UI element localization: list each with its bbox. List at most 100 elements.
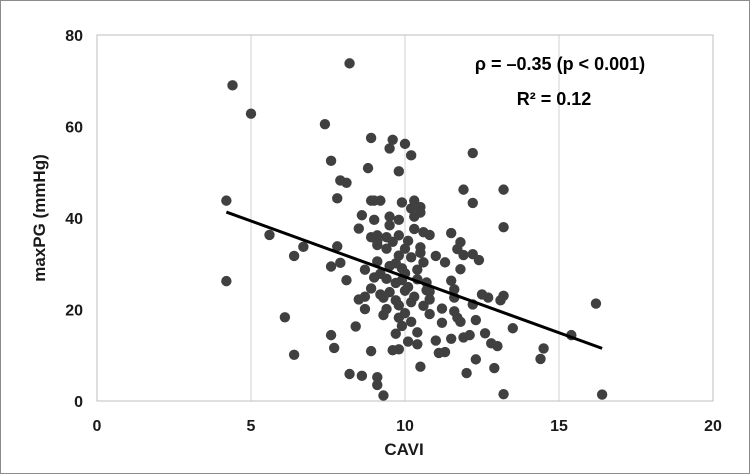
- data-point: [455, 316, 466, 328]
- data-point: [221, 195, 232, 206]
- data-point: [538, 343, 549, 354]
- data-point: [393, 166, 405, 177]
- data-point: [461, 367, 472, 379]
- data-point: [458, 249, 469, 261]
- data-point: [369, 214, 380, 226]
- data-point: [405, 252, 417, 263]
- data-point: [424, 294, 435, 305]
- x-tick-labels: 0 5 10 15 20: [93, 418, 722, 435]
- data-point: [590, 298, 602, 309]
- data-point: [319, 119, 331, 130]
- data-point: [402, 235, 414, 247]
- data-point: [245, 108, 257, 119]
- data-point: [335, 257, 346, 269]
- data-point: [381, 303, 392, 315]
- data-point: [467, 197, 478, 209]
- data-point: [402, 281, 414, 293]
- data-point: [430, 250, 441, 262]
- r-squared-annotation: R² = 0.12: [517, 89, 592, 109]
- data-point: [359, 303, 371, 315]
- data-point: [409, 223, 420, 235]
- data-point: [415, 207, 426, 218]
- data-point: [415, 361, 426, 372]
- trendline: [225, 210, 603, 350]
- data-point: [390, 328, 401, 339]
- data-point: [384, 220, 395, 231]
- data-point: [402, 336, 414, 347]
- data-point: [359, 291, 371, 302]
- data-point: [418, 300, 429, 312]
- x-tick-label: 0: [93, 418, 102, 435]
- trendline-layer: [225, 210, 603, 350]
- data-point: [356, 210, 368, 221]
- y-tick-label: 40: [65, 211, 83, 228]
- data-point: [328, 342, 340, 354]
- data-point: [412, 264, 423, 275]
- data-point: [399, 138, 411, 150]
- data-point: [344, 58, 355, 69]
- data-point: [446, 333, 457, 344]
- data-point: [384, 211, 395, 222]
- data-point: [365, 345, 377, 357]
- data-point: [227, 80, 238, 91]
- plot-border: [96, 34, 714, 402]
- data-point: [288, 349, 300, 360]
- data-point: [279, 312, 291, 323]
- correlation-annotation: ρ = –0.35 (p < 0.001): [475, 54, 645, 74]
- data-point: [470, 354, 482, 365]
- data-point: [405, 316, 417, 328]
- data-point: [288, 250, 300, 262]
- data-point: [424, 308, 435, 320]
- data-point: [325, 155, 337, 167]
- data-point: [418, 257, 429, 268]
- x-tick-label: 15: [550, 418, 568, 435]
- data-point: [473, 254, 485, 266]
- data-point: [455, 237, 466, 248]
- data-points: [221, 58, 608, 401]
- data-point: [341, 177, 352, 188]
- data-point: [362, 162, 374, 174]
- y-tick-label: 0: [74, 394, 83, 411]
- data-point: [325, 261, 337, 272]
- data-point: [409, 291, 420, 302]
- data-point: [221, 275, 232, 287]
- data-point: [436, 317, 448, 328]
- data-point: [470, 314, 482, 326]
- data-point: [393, 250, 405, 261]
- data-point: [479, 328, 491, 339]
- data-point: [393, 300, 405, 311]
- axes: [96, 34, 714, 402]
- data-point: [439, 346, 451, 358]
- data-point: [596, 389, 608, 400]
- data-point: [507, 323, 518, 334]
- data-point: [455, 264, 466, 275]
- y-tick-labels: 0 20 40 60 80: [65, 28, 83, 411]
- data-point: [344, 368, 355, 380]
- x-tick-label: 10: [396, 418, 414, 435]
- data-point: [405, 150, 417, 161]
- data-point: [264, 229, 275, 241]
- data-point: [535, 353, 546, 365]
- data-point: [375, 195, 386, 206]
- data-point: [387, 134, 398, 145]
- data-point: [372, 379, 383, 391]
- x-axis-title: CAVI: [384, 440, 423, 459]
- data-point: [387, 236, 398, 247]
- data-point: [384, 143, 395, 154]
- data-point: [492, 340, 503, 352]
- data-point: [332, 241, 343, 252]
- data-point: [467, 147, 478, 159]
- data-point: [498, 290, 509, 301]
- gridlines: [96, 35, 714, 401]
- data-point: [436, 303, 448, 314]
- data-point: [446, 227, 457, 239]
- data-point: [498, 184, 509, 195]
- data-point: [359, 264, 371, 275]
- data-point: [424, 229, 435, 241]
- data-point: [372, 372, 383, 383]
- y-tick-label: 60: [65, 120, 83, 137]
- data-point: [381, 273, 392, 285]
- data-point: [415, 247, 426, 258]
